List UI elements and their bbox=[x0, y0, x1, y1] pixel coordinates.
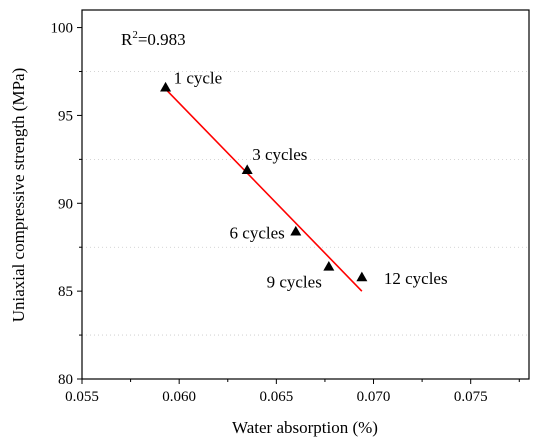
y-axis-title: Uniaxial compressive strength (MPa) bbox=[9, 68, 28, 322]
x-tick-label-2: 0.065 bbox=[259, 389, 293, 405]
data-point-4 bbox=[356, 271, 368, 282]
y-tick-label-1: 85 bbox=[58, 284, 73, 300]
r2-value: =0.983 bbox=[138, 30, 186, 49]
y-tick-label-3: 95 bbox=[58, 108, 73, 124]
point-labels: 1 cycle 3 cycles 6 cycles 9 cycles 12 cycles bbox=[174, 68, 448, 291]
x-tick-label-1: 0.060 bbox=[162, 389, 196, 405]
plot-frame bbox=[81, 9, 530, 380]
y-tick-label-0: 80 bbox=[58, 372, 73, 388]
data-point-2 bbox=[290, 225, 302, 236]
point-label-3: 9 cycles bbox=[267, 273, 322, 292]
y-tick-label-2: 90 bbox=[58, 196, 73, 212]
y-tick-label-4: 100 bbox=[51, 21, 74, 37]
point-label-0: 1 cycle bbox=[174, 68, 223, 87]
point-label-1: 3 cycles bbox=[252, 145, 307, 164]
y-axis-ticks: 80 85 90 95 100 bbox=[51, 21, 82, 388]
r2-annotation: R2=0.983 bbox=[121, 29, 186, 49]
data-point-0 bbox=[160, 81, 172, 92]
x-tick-label-4: 0.075 bbox=[454, 389, 488, 405]
point-label-2: 6 cycles bbox=[230, 223, 285, 242]
fit-line bbox=[164, 88, 363, 292]
x-axis-title: Water absorption (%) bbox=[232, 418, 378, 437]
point-label-4: 12 cycles bbox=[384, 269, 448, 288]
r2-prefix: R bbox=[121, 30, 133, 49]
x-tick-label-0: 0.055 bbox=[65, 389, 99, 405]
x-axis-ticks: 0.055 0.060 0.065 0.070 0.075 bbox=[65, 379, 520, 405]
r2-superscript: 2 bbox=[132, 29, 138, 41]
data-point-1 bbox=[241, 164, 253, 175]
data-point-3 bbox=[323, 261, 335, 271]
grid-lines bbox=[82, 71, 529, 336]
x-tick-label-3: 0.070 bbox=[357, 389, 391, 405]
data-points bbox=[160, 81, 368, 282]
